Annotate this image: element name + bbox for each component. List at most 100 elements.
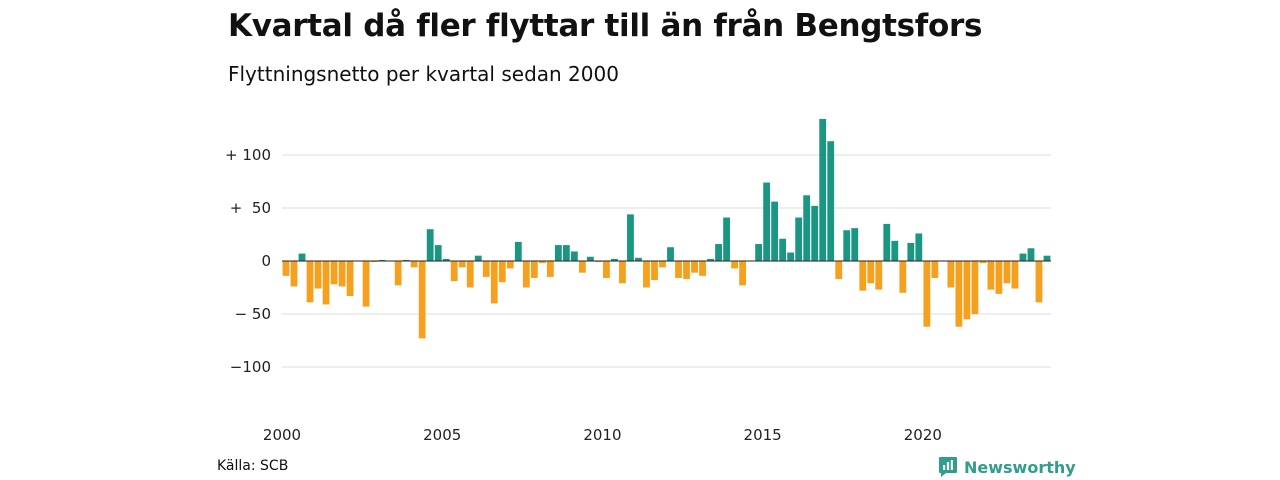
bar — [546, 261, 554, 277]
bar — [330, 261, 338, 285]
x-tick-label: 2010 — [583, 426, 621, 444]
y-tick-label: + 50 — [230, 199, 271, 217]
bar — [715, 244, 722, 261]
bar — [458, 261, 466, 268]
bar — [1035, 261, 1043, 303]
bar — [955, 261, 963, 327]
source-label: Källa: SCB — [217, 458, 289, 474]
bar — [1003, 261, 1011, 284]
bar — [394, 261, 402, 286]
bar — [514, 241, 522, 261]
bar — [402, 259, 410, 261]
bar — [522, 261, 530, 288]
bar — [578, 261, 586, 273]
bar — [851, 228, 859, 261]
bar — [931, 261, 939, 278]
y-tick-label: + 100 — [225, 146, 271, 164]
bar — [490, 261, 498, 304]
bar — [779, 238, 787, 261]
bar — [763, 182, 771, 261]
bar — [498, 261, 506, 283]
bar — [859, 261, 867, 291]
bar — [466, 261, 474, 288]
bar — [875, 261, 883, 290]
bar — [827, 141, 835, 261]
bar — [979, 261, 987, 264]
y-tick-label: − 50 — [235, 305, 271, 323]
y-tick-label: 0 — [261, 252, 271, 270]
bar — [883, 223, 891, 261]
bar — [683, 261, 690, 280]
bar — [362, 261, 370, 307]
bar — [907, 242, 915, 261]
bar — [971, 261, 979, 314]
bar — [731, 261, 738, 269]
bar — [554, 245, 562, 261]
bar — [474, 255, 482, 261]
bar — [635, 257, 642, 261]
x-tick-label: 2020 — [904, 426, 942, 444]
bar — [595, 261, 602, 263]
bar — [707, 258, 714, 261]
bar — [1019, 253, 1027, 261]
bar — [1011, 261, 1019, 289]
bar — [482, 261, 490, 277]
bar — [538, 261, 546, 264]
bar — [915, 233, 923, 261]
bar — [923, 261, 931, 327]
x-tick-label: 2015 — [744, 426, 782, 444]
bar — [899, 261, 907, 293]
bar — [570, 251, 578, 261]
bar — [450, 261, 458, 282]
bar — [611, 258, 618, 261]
bar — [987, 261, 995, 290]
bar — [418, 261, 426, 339]
bar — [586, 256, 594, 261]
bar — [378, 259, 386, 261]
brand-name: Newsworthy — [964, 457, 1076, 477]
bar — [691, 261, 698, 273]
bar — [434, 245, 442, 261]
bar — [787, 252, 795, 261]
bar — [627, 214, 634, 261]
bar — [370, 261, 378, 263]
bar — [306, 261, 314, 303]
bar — [843, 230, 851, 261]
bar — [723, 217, 730, 261]
bar — [603, 261, 610, 278]
brand[interactable]: Newsworthy — [938, 455, 1076, 479]
bar — [947, 261, 955, 288]
bar — [659, 261, 666, 268]
bar — [755, 244, 763, 261]
bar — [739, 261, 747, 286]
bar — [290, 261, 298, 287]
x-tick-label: 2000 — [263, 426, 301, 444]
bar — [314, 261, 322, 289]
bar — [442, 258, 450, 261]
bar — [651, 261, 658, 281]
bar — [322, 261, 330, 305]
bar — [891, 240, 899, 261]
bar — [619, 261, 626, 284]
bar — [298, 253, 306, 261]
bar — [963, 261, 971, 320]
bar — [771, 201, 779, 261]
bar — [867, 261, 875, 284]
bar — [506, 261, 514, 269]
bar — [530, 261, 538, 278]
bar — [426, 229, 434, 261]
bar — [795, 217, 803, 261]
bar — [562, 245, 570, 261]
y-tick-label: −100 — [230, 358, 271, 376]
x-tick-label: 2005 — [423, 426, 461, 444]
bar — [995, 261, 1003, 294]
bar — [835, 261, 843, 280]
bar — [282, 261, 290, 276]
bar — [811, 205, 819, 261]
newsworthy-logo-icon — [939, 457, 957, 477]
bar — [410, 261, 418, 268]
bar — [346, 261, 354, 296]
bar — [1043, 255, 1051, 261]
bar — [675, 261, 682, 278]
